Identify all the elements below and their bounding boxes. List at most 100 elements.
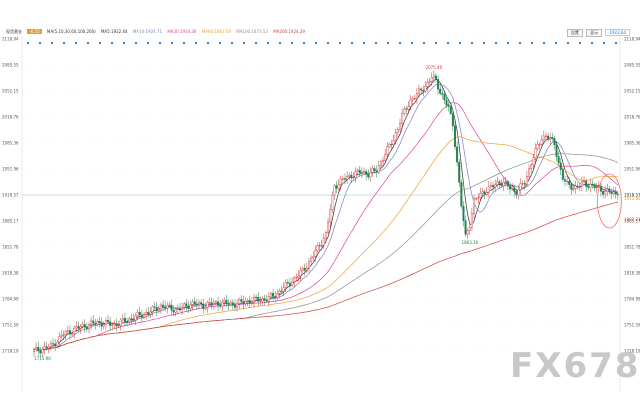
candle-body [83,324,86,328]
candle-body [333,185,336,196]
candle-body [379,161,382,166]
candle-body [206,302,209,308]
candle-body [464,220,467,235]
event-dot [350,41,354,45]
candle-body [104,320,107,325]
candle-body [75,326,78,329]
candle-body [162,304,165,307]
candle-body [441,93,444,95]
candle-body [481,191,484,194]
candle-body [608,188,611,193]
candle-body [274,296,277,298]
candle-body [153,306,156,308]
candle-body [291,281,294,286]
candle-body [310,257,313,262]
candles [33,70,619,358]
candle-body [525,176,528,185]
candle-body [236,303,239,308]
candle-body [265,300,268,302]
candle-body [219,305,222,307]
candle-body [356,169,359,172]
candle-body [130,318,133,320]
candle-body [502,182,505,186]
y-tick-left: 2118.94 [2,37,19,42]
candle-body [506,181,509,187]
candle-body [94,322,97,325]
candle-body [559,162,562,170]
candle-body [261,298,264,302]
candle-body [227,303,230,305]
candle-body [278,290,281,294]
candle-body [570,184,573,190]
candle-body [185,303,188,307]
event-dot [338,41,342,45]
candle-body [301,268,304,271]
candle-body [231,302,234,306]
candle-body [244,301,247,304]
candle-body [538,144,541,146]
chart-legend: 现货黄金 -6.55 MA(5,10,30,60,100,200) MA5:19… [6,29,309,35]
event-dot [554,41,558,45]
candle-body [157,308,160,312]
candle-body [318,245,321,247]
candle-body [320,244,323,247]
candle-body [369,172,372,178]
y-tick-left: 1918.57 [2,192,19,197]
candle-body [115,323,118,327]
candle-body [589,183,592,188]
y-tick-left: 1784.99 [2,296,19,301]
y-tick-right: 1784.99 [624,296,640,301]
candle-body [407,106,410,110]
candle-body [337,184,340,189]
event-dot [62,41,66,45]
candle-body [327,221,330,233]
event-dot [614,41,618,45]
candle-body [202,303,205,309]
event-dot [182,41,186,45]
display-button[interactable]: 显示 [586,29,603,37]
candle-body [286,282,289,284]
y-tick-left: 1718.19 [2,349,19,354]
candle-body [335,185,338,189]
candle-body [123,318,126,322]
candle-body [168,304,171,306]
y-tick-right: 1718.19 [624,349,640,354]
settings-button[interactable]: 设置 [566,29,583,37]
candle-body [365,171,368,175]
candle-body [189,304,192,309]
candle-body [210,302,213,306]
candle-body [149,311,152,315]
y-tick-right: 2052.15 [624,88,640,93]
candle-body [204,307,207,309]
candle-body [225,300,228,304]
legend-symbol: 现货黄金 [6,29,22,34]
event-dot [302,41,306,45]
y-tick-left: 1885.17 [2,218,19,223]
event-dot [266,41,270,45]
candle-body [174,308,177,313]
y-tick-right: 1951.96 [624,167,640,172]
y-tick-right: 1985.36 [624,140,640,145]
candle-body [229,302,232,305]
candle-body [595,187,598,189]
candle-body [449,106,452,114]
y-axis: 2118.94 2118.94 2085.55 2085.55 2052.15 2052.… [2,37,640,354]
candle-body [191,301,194,305]
y-tick-left: 1851.78 [2,244,19,249]
right-value-label: 1918.57 [624,192,640,197]
candle-body [580,181,583,187]
event-dot [206,41,210,45]
candle-body [62,334,65,336]
candle-body [470,213,473,228]
candle-body [492,185,495,188]
candle-body [568,180,571,185]
candle-body [272,293,275,297]
event-dot [98,41,102,45]
candle-body [434,75,437,80]
y-tick-right: 1751.59 [624,322,640,327]
legend-price-badge: -6.55 [27,29,42,34]
event-dot [374,41,378,45]
candle-body [483,191,486,195]
candle-body [187,305,190,309]
y-tick-left: 1751.59 [2,322,19,327]
